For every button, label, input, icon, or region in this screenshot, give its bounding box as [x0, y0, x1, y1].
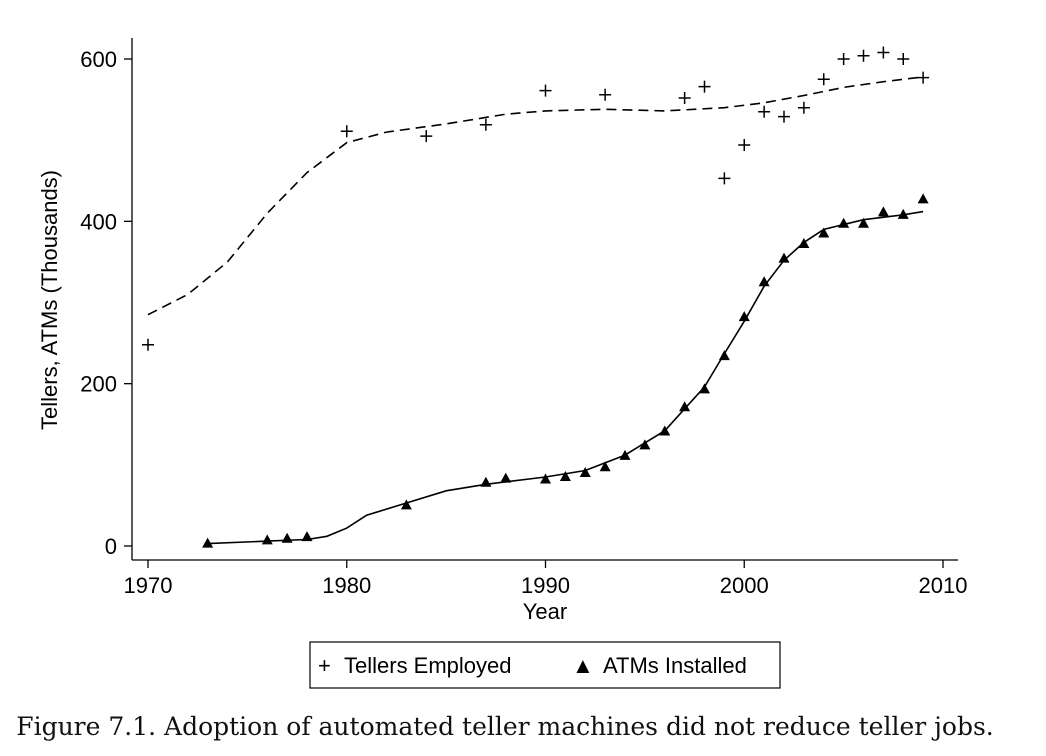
legend: + Tellers Employed ▲ ATMs Installed: [309, 641, 781, 689]
marker-atms-installed: [301, 531, 313, 542]
legend-box: [309, 641, 781, 689]
x-tick-label: 2010: [919, 573, 968, 598]
marker-tellers-employed: [142, 338, 154, 351]
marker-atms-installed: [798, 238, 810, 249]
marker-atms-installed: [261, 534, 273, 545]
marker-atms-installed: [659, 425, 671, 436]
marker-tellers-employed: [817, 73, 830, 86]
marker-atms-installed: [540, 473, 551, 484]
data-markers: [142, 46, 930, 548]
marker-tellers-employed: [340, 125, 353, 138]
marker-atms-installed: [858, 217, 869, 228]
marker-atms-installed: [897, 208, 909, 219]
marker-atms-installed: [480, 476, 492, 487]
marker-atms-installed: [639, 439, 651, 450]
marker-atms-installed: [579, 466, 591, 477]
fit-lines: [147, 76, 924, 545]
x-tick-label: 2000: [720, 573, 769, 598]
marker-atms-installed: [619, 449, 631, 460]
axes: 1970 1980 1990 2000 2010 0 200 400 600: [80, 38, 967, 598]
legend-label-atms: ATMs Installed: [603, 653, 747, 678]
legend-label-tellers: Tellers Employed: [344, 653, 512, 678]
x-tick-label: 1990: [521, 573, 570, 598]
marker-atms-installed: [500, 472, 512, 483]
x-tick-label: 1980: [322, 573, 371, 598]
marker-atms-installed: [559, 471, 571, 482]
marker-atms-installed: [679, 401, 691, 412]
marker-atms-installed: [838, 217, 850, 228]
y-tick-label: 600: [80, 47, 117, 72]
chart: 1970 1980 1990 2000 2010 0 200 400 600 Year Tell…: [37, 38, 967, 689]
fit-line-atms-installed: [207, 210, 924, 545]
marker-atms-installed: [758, 276, 770, 287]
marker-atms-installed: [738, 311, 750, 322]
legend-symbol-atms: ▲: [572, 653, 594, 678]
marker-tellers-employed: [877, 46, 890, 59]
marker-tellers-employed: [738, 139, 751, 152]
marker-tellers-employed: [678, 91, 691, 104]
marker-tellers-employed: [778, 110, 790, 123]
marker-tellers-employed: [479, 118, 492, 131]
marker-atms-installed: [818, 227, 830, 238]
marker-tellers-employed: [837, 53, 850, 65]
y-tick-label: 400: [80, 209, 117, 234]
marker-atms-installed: [778, 252, 790, 263]
marker-atms-installed: [599, 461, 611, 472]
x-tick-label: 1970: [124, 573, 173, 598]
marker-tellers-employed: [698, 80, 711, 93]
y-tick-label: 0: [105, 534, 117, 559]
marker-atms-installed: [281, 532, 293, 543]
x-axis-label: Year: [523, 599, 567, 624]
marker-tellers-employed: [897, 53, 910, 65]
marker-tellers-employed: [539, 84, 552, 97]
marker-tellers-employed: [420, 130, 433, 143]
marker-atms-installed: [877, 206, 889, 217]
marker-atms-installed: [202, 537, 214, 548]
marker-tellers-employed: [599, 88, 612, 101]
y-axis-label: Tellers, ATMs (Thousands): [37, 170, 62, 430]
marker-tellers-employed: [857, 49, 870, 62]
marker-tellers-employed: [917, 71, 930, 84]
figure-caption: Figure 7.1. Adoption of automated teller…: [16, 712, 994, 741]
y-tick-label: 200: [80, 372, 117, 397]
marker-atms-installed: [400, 499, 412, 510]
marker-atms-installed: [718, 350, 730, 361]
marker-tellers-employed: [718, 172, 731, 185]
marker-tellers-employed: [758, 105, 771, 118]
marker-tellers-employed: [797, 101, 810, 114]
marker-atms-installed: [699, 383, 710, 394]
legend-symbol-tellers: +: [318, 653, 331, 678]
marker-atms-installed: [917, 193, 929, 204]
fit-line-tellers-employed: [147, 76, 924, 316]
